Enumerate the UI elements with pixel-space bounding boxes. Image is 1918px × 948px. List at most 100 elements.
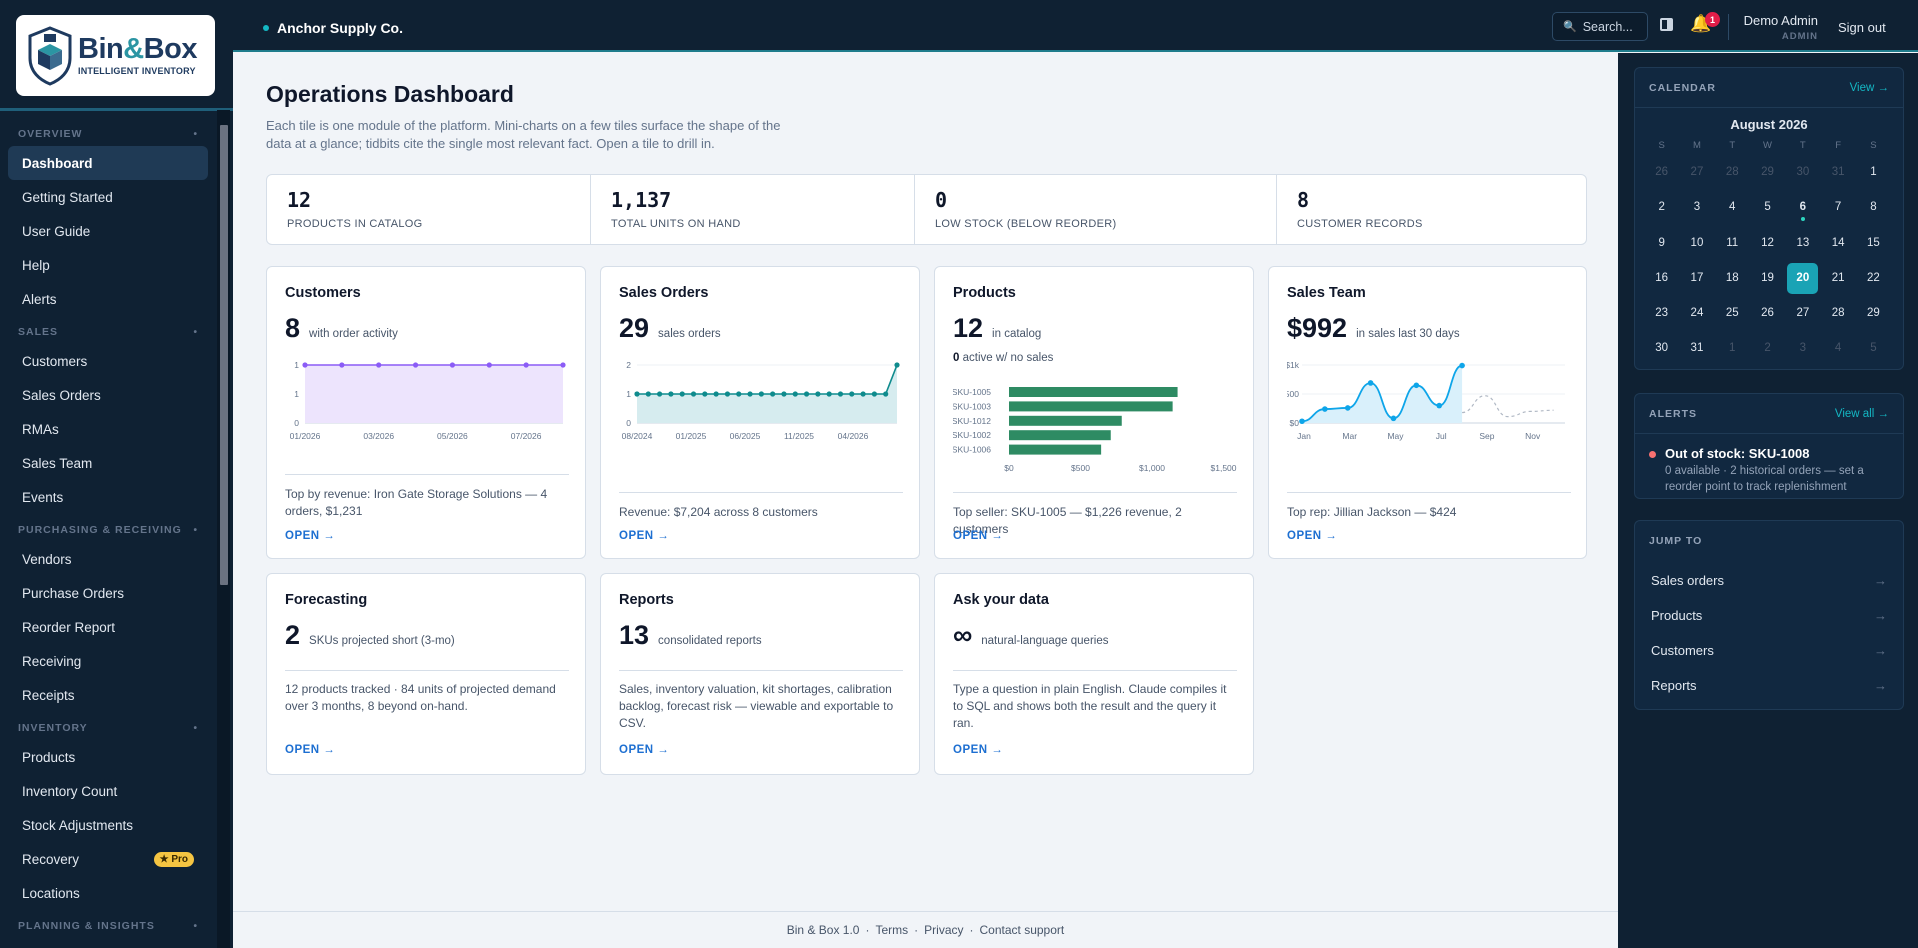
- calendar-day[interactable]: 7: [1834, 201, 1842, 214]
- open-link[interactable]: OPEN →: [1287, 530, 1338, 542]
- sidebar-item-customers[interactable]: Customers: [22, 353, 88, 369]
- calendar-day[interactable]: 2: [1764, 342, 1771, 355]
- calendar-day[interactable]: 28: [1725, 166, 1739, 178]
- calendar-day[interactable]: 3: [1693, 201, 1701, 214]
- calendar-day[interactable]: 9: [1658, 236, 1665, 249]
- calendar-day[interactable]: 6: [1785, 190, 1820, 225]
- calendar-day[interactable]: 25: [1725, 307, 1739, 320]
- tile-reports[interactable]: Reports 13 consolidated reports Sales, in…: [600, 573, 920, 775]
- sidebar-item-purchase-orders[interactable]: Purchase Orders: [22, 585, 125, 601]
- calendar-day[interactable]: 10: [1690, 236, 1704, 249]
- calendar-day[interactable]: 23: [1655, 307, 1669, 320]
- sidebar-item-receiving[interactable]: Receiving: [22, 653, 82, 669]
- calendar-day[interactable]: 24: [1690, 307, 1704, 320]
- calendar-day[interactable]: 21: [1831, 271, 1845, 284]
- nav-section-overview[interactable]: OVERVIEW •: [8, 122, 208, 146]
- alert-item[interactable]: Out of stock: SKU-1008 0 available · 2 h…: [1635, 434, 1903, 495]
- sidebar-item-user-guide[interactable]: User Guide: [22, 223, 91, 239]
- calendar-day[interactable]: 30: [1655, 342, 1669, 355]
- footer-terms-link[interactable]: Terms: [875, 923, 909, 937]
- calendar-day[interactable]: 28: [1831, 307, 1845, 320]
- calendar-day[interactable]: 29: [1761, 166, 1774, 178]
- nav-section-sales[interactable]: SALES •: [8, 320, 208, 344]
- sidebar-item-vendors[interactable]: Vendors: [22, 551, 72, 567]
- calendar-day[interactable]: 26: [1655, 166, 1669, 178]
- calendar-day[interactable]: 11: [1726, 236, 1739, 249]
- sidebar-item-help[interactable]: Help: [22, 257, 50, 273]
- collapse-dot-icon[interactable]: •: [193, 128, 198, 140]
- sidebar-item-reorder-report[interactable]: Reorder Report: [22, 619, 116, 635]
- sidebar-scrollbar-thumb[interactable]: [220, 125, 228, 585]
- calendar-day[interactable]: 4: [1834, 342, 1842, 355]
- calendar-day-selected[interactable]: 20: [1785, 261, 1820, 296]
- calendar-day[interactable]: 12: [1761, 236, 1774, 249]
- collapse-dot-icon[interactable]: •: [193, 524, 198, 536]
- sidebar-item-dashboard[interactable]: Dashboard: [8, 146, 208, 180]
- open-link[interactable]: OPEN →: [953, 744, 1004, 756]
- sidebar-item-receipts[interactable]: Receipts: [22, 687, 75, 703]
- sidebar-item-sales-orders[interactable]: Sales Orders: [22, 387, 101, 403]
- tile-products[interactable]: Products 12 in catalog 0 active w/ no sal…: [934, 266, 1254, 559]
- search-button[interactable]: 🔍 Search...: [1552, 12, 1648, 41]
- sidebar-item-stock-adjustments[interactable]: Stock Adjustments: [22, 817, 134, 833]
- tile-ask-your-data[interactable]: Ask your data ∞ natural-language queries …: [934, 573, 1254, 775]
- calendar-day[interactable]: 1: [1870, 166, 1877, 178]
- calendar-day[interactable]: 16: [1655, 271, 1669, 284]
- calendar-day[interactable]: 5: [1870, 342, 1877, 355]
- jump-reports[interactable]: Reports →: [1635, 668, 1903, 703]
- calendar-day[interactable]: 30: [1796, 166, 1810, 178]
- calendar-day[interactable]: 29: [1867, 307, 1880, 320]
- sign-out-button[interactable]: Sign out: [1838, 20, 1886, 35]
- sidebar-item-getting-started[interactable]: Getting Started: [22, 189, 113, 205]
- open-link[interactable]: OPEN →: [953, 530, 1004, 542]
- calendar-day[interactable]: 26: [1761, 307, 1774, 320]
- calendar-day[interactable]: 8: [1870, 201, 1877, 214]
- calendar-day[interactable]: 5: [1764, 201, 1771, 214]
- nav-section-purchasing[interactable]: PURCHASING & RECEIVING •: [8, 518, 208, 542]
- tile-customers[interactable]: Customers 8 with order activity 0 1 1 01/202…: [266, 266, 586, 559]
- calendar-day[interactable]: 18: [1725, 271, 1739, 284]
- calendar-day[interactable]: 15: [1867, 236, 1880, 249]
- jump-customers[interactable]: Customers →: [1635, 633, 1903, 668]
- brand-logo[interactable]: Bin&Box INTELLIGENT INVENTORY: [16, 15, 215, 96]
- open-link[interactable]: OPEN →: [285, 744, 336, 756]
- calendar-view-link[interactable]: View →: [1849, 81, 1889, 94]
- calendar-day[interactable]: 3: [1799, 342, 1807, 355]
- calendar-day[interactable]: 17: [1690, 271, 1704, 284]
- calendar-day[interactable]: 4: [1729, 201, 1736, 214]
- calendar-day[interactable]: 22: [1867, 271, 1880, 284]
- collapse-dot-icon[interactable]: •: [193, 326, 198, 338]
- alerts-view-all-link[interactable]: View all →: [1834, 407, 1889, 420]
- toggle-panel-icon[interactable]: [1660, 18, 1673, 31]
- open-link[interactable]: OPEN →: [285, 530, 336, 542]
- sidebar-item-sales-team[interactable]: Sales Team: [22, 455, 93, 471]
- sidebar-item-events[interactable]: Events: [22, 489, 64, 505]
- sidebar-item-inventory-count[interactable]: Inventory Count: [22, 783, 118, 799]
- sidebar-item-locations[interactable]: Locations: [22, 885, 80, 901]
- open-link[interactable]: OPEN →: [619, 530, 670, 542]
- tile-sales-orders[interactable]: Sales Orders 29 sales orders 0 1 2 08/2024 01…: [600, 266, 920, 559]
- sidebar-item-alerts[interactable]: Alerts: [22, 291, 57, 307]
- calendar-day[interactable]: 31: [1831, 166, 1845, 178]
- sidebar-scrollbar[interactable]: [217, 110, 230, 948]
- calendar-day[interactable]: 27: [1796, 307, 1810, 320]
- nav-section-planning[interactable]: PLANNING & INSIGHTS •: [8, 914, 208, 938]
- open-link[interactable]: OPEN →: [619, 744, 670, 756]
- user-menu[interactable]: Demo Admin ADMIN: [1738, 13, 1818, 42]
- sidebar-item-recovery[interactable]: Recovery ★ Pro: [8, 842, 208, 876]
- sidebar-item-rmas[interactable]: RMAs: [22, 421, 59, 437]
- calendar-day[interactable]: 27: [1690, 166, 1704, 178]
- collapse-dot-icon[interactable]: •: [193, 920, 198, 932]
- footer-support-link[interactable]: Contact support: [979, 923, 1065, 937]
- calendar-day[interactable]: 13: [1796, 236, 1810, 249]
- footer-privacy-link[interactable]: Privacy: [924, 923, 964, 937]
- jump-sales-orders[interactable]: Sales orders →: [1635, 563, 1903, 598]
- jump-products[interactable]: Products →: [1635, 598, 1903, 633]
- tile-forecasting[interactable]: Forecasting 2 SKUs projected short (3-mo)…: [266, 573, 586, 775]
- calendar-day[interactable]: 19: [1761, 271, 1774, 284]
- calendar-day[interactable]: 14: [1831, 236, 1845, 249]
- sidebar-item-products[interactable]: Products: [22, 749, 76, 765]
- calendar-day[interactable]: 31: [1690, 342, 1704, 355]
- nav-section-inventory[interactable]: INVENTORY •: [8, 716, 208, 740]
